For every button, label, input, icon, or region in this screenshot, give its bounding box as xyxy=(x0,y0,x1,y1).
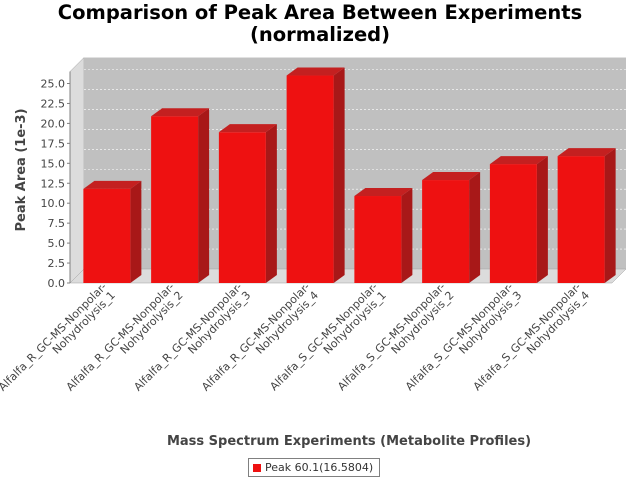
x-tick-label-line: Alfalfa_R_GC-MS-Nonpolar- xyxy=(131,280,244,393)
y-tick-label: 20.0 xyxy=(41,117,66,130)
bar-top xyxy=(218,124,277,133)
bar-side xyxy=(604,148,616,283)
x-tick-label-line: Alfalfa_R_GC-MS-Nonpolar- xyxy=(0,280,109,393)
bar-front xyxy=(218,132,266,283)
x-tick-label-line: Alfalfa_S_GC-MS-Nonpolar- xyxy=(403,280,516,393)
bar-side xyxy=(265,124,277,283)
bar-top xyxy=(489,156,548,165)
bar-side xyxy=(469,172,481,283)
x-tick-label-line: Alfalfa_R_GC-MS-Nonpolar- xyxy=(64,280,177,393)
bar-front xyxy=(422,180,470,283)
bar-front xyxy=(151,116,199,283)
chart-title: Comparison of Peak Area Between Experime… xyxy=(0,2,640,46)
bar-front xyxy=(557,156,605,283)
x-axis-title: Mass Spectrum Experiments (Metabolite Pr… xyxy=(167,434,531,449)
bar-top xyxy=(151,108,210,117)
bars xyxy=(83,67,616,284)
bar-front xyxy=(489,164,537,283)
bar xyxy=(354,188,413,283)
y-tick-label: 22.5 xyxy=(41,97,66,110)
plot-left-wall xyxy=(69,56,85,284)
legend-swatch xyxy=(253,463,261,472)
bar-front xyxy=(83,188,131,283)
legend-label: Peak 60.1(16.5804) xyxy=(265,461,374,474)
bar xyxy=(151,108,210,283)
y-axis-title: Peak Area (1e-3) xyxy=(14,108,29,231)
bar-side xyxy=(333,67,345,284)
x-tick-label-line: Alfalfa_S_GC-MS-Nonpolar- xyxy=(267,280,380,393)
bar xyxy=(557,148,616,283)
bar xyxy=(489,156,548,283)
bar-front xyxy=(286,75,334,284)
bar-side xyxy=(536,156,548,283)
y-tick-label: 12.5 xyxy=(41,177,66,190)
bar-side xyxy=(130,180,142,283)
x-tick-label-line: Alfalfa_R_GC-MS-Nonpolar- xyxy=(199,280,312,393)
y-tick-label: 15.0 xyxy=(41,157,66,170)
bar-top xyxy=(83,180,142,189)
chart-title-line-2: (normalized) xyxy=(249,23,391,46)
bar xyxy=(422,172,481,283)
y-tick-label: 7.5 xyxy=(48,217,66,230)
y-axis-ticks: 0.0 2.5 5.0 7.5 10.0 12.5 15.0 17.5 20.0 22.5 25.0 xyxy=(41,71,71,290)
bar-top xyxy=(422,172,481,181)
bar xyxy=(286,67,345,284)
y-tick-label: 5.0 xyxy=(48,237,66,250)
bar xyxy=(218,124,277,283)
legend: Peak 60.1(16.5804) xyxy=(248,458,381,477)
bar-side xyxy=(401,188,413,283)
bar-top xyxy=(286,67,345,76)
bar-top xyxy=(557,148,616,157)
x-axis-ticks: Alfalfa_R_GC-MS-Nonpolar-Nohydrolysis_1A… xyxy=(0,280,592,393)
y-tick-label: 2.5 xyxy=(48,257,66,270)
x-tick-label: Alfalfa_R_GC-MS-Nonpolar-Nohydrolysis_1 xyxy=(0,280,118,393)
x-tick-label-line: Alfalfa_S_GC-MS-Nonpolar- xyxy=(471,280,584,393)
x-tick-label-line: Alfalfa_S_GC-MS-Nonpolar- xyxy=(335,280,448,393)
y-tick-label: 10.0 xyxy=(41,197,66,210)
bar-front xyxy=(354,196,402,283)
y-tick-label: 25.0 xyxy=(41,78,66,91)
chart-title-line-1: Comparison of Peak Area Between Experime… xyxy=(57,1,583,24)
bar xyxy=(83,180,142,283)
bar-side xyxy=(198,108,210,283)
bar-top xyxy=(354,188,413,197)
y-tick-label: 17.5 xyxy=(41,137,66,150)
y-tick-label: 0.0 xyxy=(48,277,66,290)
